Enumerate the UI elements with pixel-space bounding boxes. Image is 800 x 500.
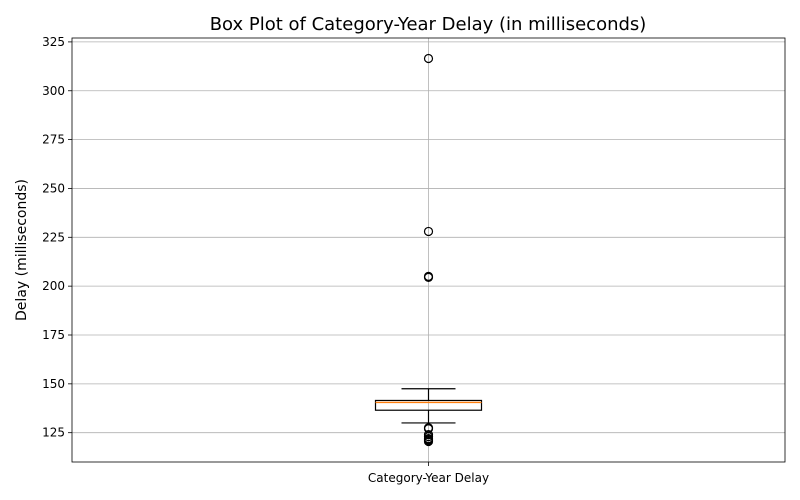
box-marks: [374, 53, 483, 447]
plot-frame: [71, 37, 786, 463]
y-tick-label: 150: [42, 377, 65, 391]
x-tick-label: Category-Year Delay: [368, 471, 489, 485]
box-iqr: [374, 399, 483, 411]
y-tick-label: 275: [42, 133, 65, 147]
y-tick-label: 250: [42, 181, 65, 195]
y-tick-label: 200: [42, 279, 65, 293]
outlier-point: [423, 53, 434, 64]
y-tick-label: 300: [42, 84, 65, 98]
chart-title: Box Plot of Category-Year Delay (in mill…: [210, 14, 647, 35]
axes: 125 150 175 200 225 250 275 300 325 Category-Year…: [42, 35, 786, 485]
outlier-point: [423, 272, 434, 282]
y-tick-label: 225: [42, 230, 65, 244]
outlier-point: [423, 226, 434, 237]
y-tick-label: 125: [42, 426, 65, 440]
y-tick-label: 175: [42, 328, 65, 342]
outlier-point: [423, 436, 434, 447]
y-tick-label: 325: [42, 35, 65, 49]
y-axis-label: Delay (milliseconds): [14, 179, 30, 321]
